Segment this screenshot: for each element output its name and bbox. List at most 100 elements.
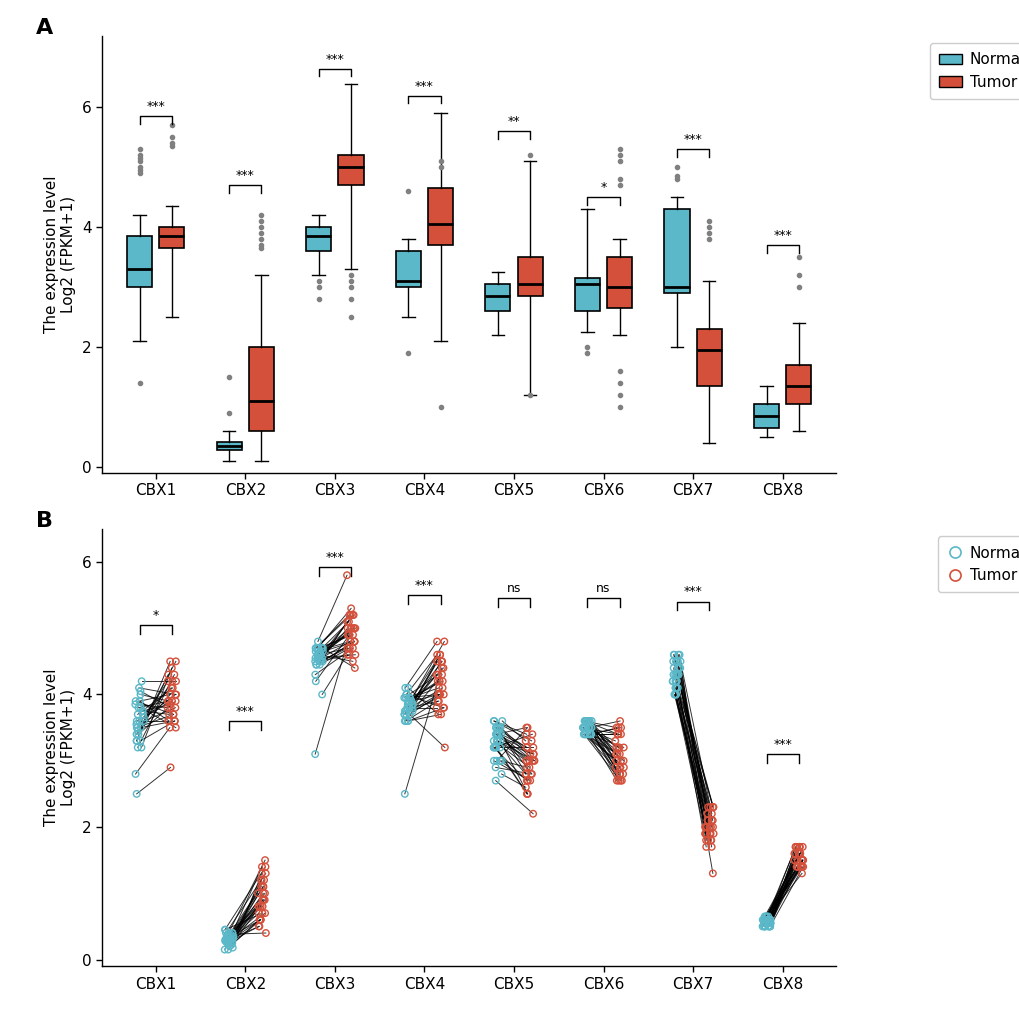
Point (257, 852, 273, 869)
Point (525, 746, 541, 763)
Point (789, 858, 805, 875)
Point (697, 826, 713, 842)
Point (162, 653, 178, 669)
Point (608, 726, 625, 742)
Point (399, 697, 416, 713)
Point (487, 726, 503, 742)
Point (339, 620, 356, 637)
Point (346, 660, 363, 676)
Point (761, 918, 777, 935)
Point (160, 693, 176, 709)
Point (756, 918, 772, 935)
Point (346, 620, 363, 637)
Point (607, 719, 624, 735)
Point (431, 686, 447, 703)
Point (430, 686, 446, 703)
Point (167, 686, 183, 703)
Point (399, 713, 416, 729)
Point (435, 700, 451, 716)
Point (255, 885, 271, 901)
Point (258, 924, 274, 941)
Point (523, 766, 539, 782)
Point (310, 650, 326, 666)
Point (489, 719, 505, 735)
Point (129, 706, 146, 722)
Point (580, 719, 596, 735)
Point (665, 647, 682, 663)
Point (396, 786, 413, 802)
Point (523, 766, 539, 782)
Point (581, 713, 597, 729)
Point (666, 679, 683, 696)
Point (167, 653, 183, 669)
Point (344, 607, 361, 623)
Point (524, 753, 540, 769)
Point (672, 660, 688, 676)
Point (255, 892, 271, 908)
Point (164, 679, 180, 696)
Point (340, 647, 357, 663)
Point (429, 673, 445, 690)
Point (790, 845, 806, 861)
Point (786, 845, 802, 861)
Point (526, 753, 542, 769)
Point (488, 739, 504, 756)
Point (614, 766, 631, 782)
Point (433, 666, 449, 682)
Point (216, 942, 232, 958)
Point (672, 653, 688, 669)
Point (127, 766, 144, 782)
Point (702, 819, 718, 835)
Point (308, 657, 324, 673)
Point (701, 826, 717, 842)
Point (793, 858, 809, 875)
Point (703, 813, 719, 829)
Point (310, 640, 326, 656)
Point (161, 706, 177, 722)
Point (257, 905, 273, 921)
Point (579, 719, 595, 735)
Point (311, 647, 327, 663)
Point (253, 898, 269, 914)
Point (756, 918, 772, 935)
Point (130, 726, 147, 742)
Point (614, 753, 631, 769)
Point (251, 911, 267, 928)
Point (609, 739, 626, 756)
Legend: Normal, Tumor: Normal, Tumor (936, 537, 1019, 593)
Point (485, 713, 501, 729)
PathPatch shape (338, 156, 363, 185)
Point (579, 713, 595, 729)
Point (345, 634, 362, 650)
Point (671, 660, 687, 676)
Point (136, 710, 152, 726)
Point (128, 732, 145, 749)
Point (697, 819, 713, 835)
Point (405, 700, 421, 716)
Point (224, 940, 240, 956)
Point (667, 686, 684, 703)
Point (521, 753, 537, 769)
Point (583, 719, 599, 735)
Point (252, 911, 268, 928)
Point (792, 858, 808, 875)
Text: ***: *** (235, 705, 255, 718)
Point (578, 719, 594, 735)
Point (668, 653, 685, 669)
Point (165, 706, 181, 722)
Point (667, 673, 684, 690)
Point (314, 640, 330, 656)
Point (251, 905, 267, 921)
Point (762, 915, 779, 932)
Point (310, 647, 326, 663)
Point (761, 915, 777, 932)
Point (611, 713, 628, 729)
Point (220, 930, 236, 946)
Point (401, 706, 418, 722)
Point (129, 739, 146, 756)
Point (163, 660, 179, 676)
Point (488, 732, 504, 749)
Point (488, 753, 504, 769)
Point (435, 660, 451, 676)
Point (756, 908, 772, 924)
